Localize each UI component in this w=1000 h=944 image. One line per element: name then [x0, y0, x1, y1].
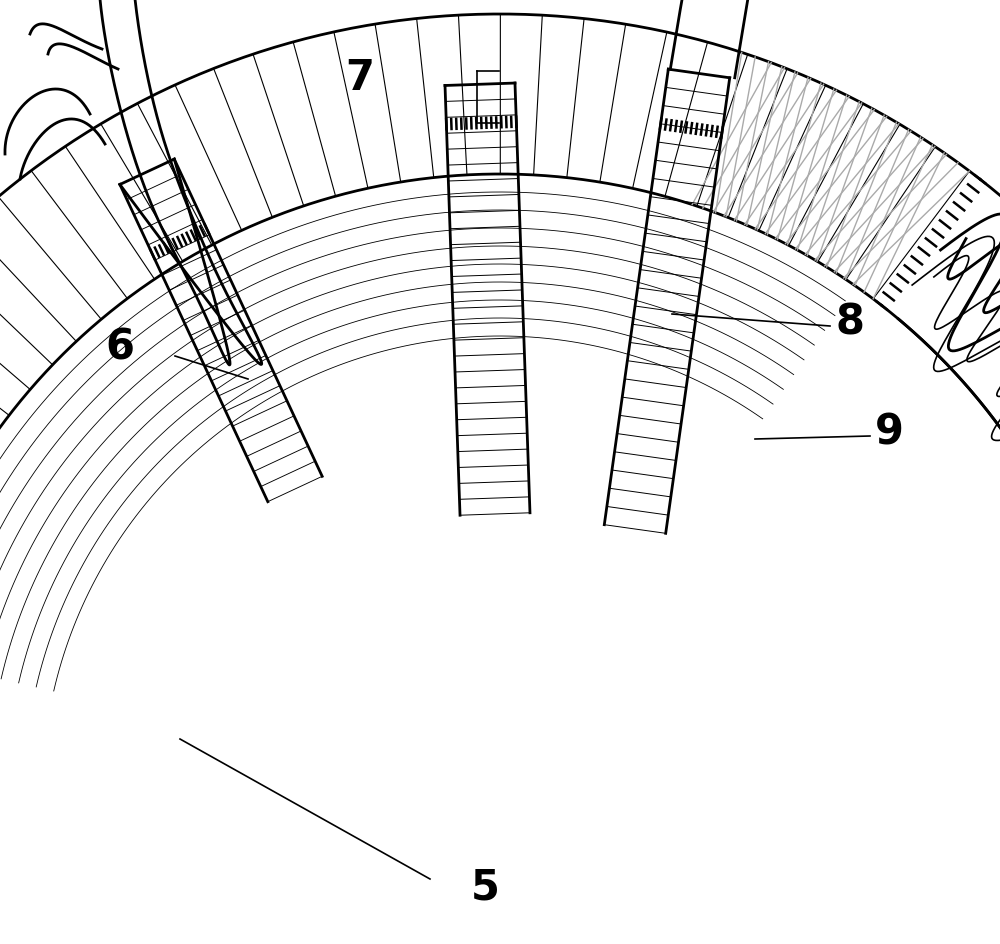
Text: 9: 9	[875, 412, 904, 453]
Text: 7: 7	[346, 57, 375, 99]
Text: 8: 8	[835, 302, 864, 344]
Text: 5: 5	[471, 866, 499, 908]
Text: 6: 6	[106, 327, 135, 368]
